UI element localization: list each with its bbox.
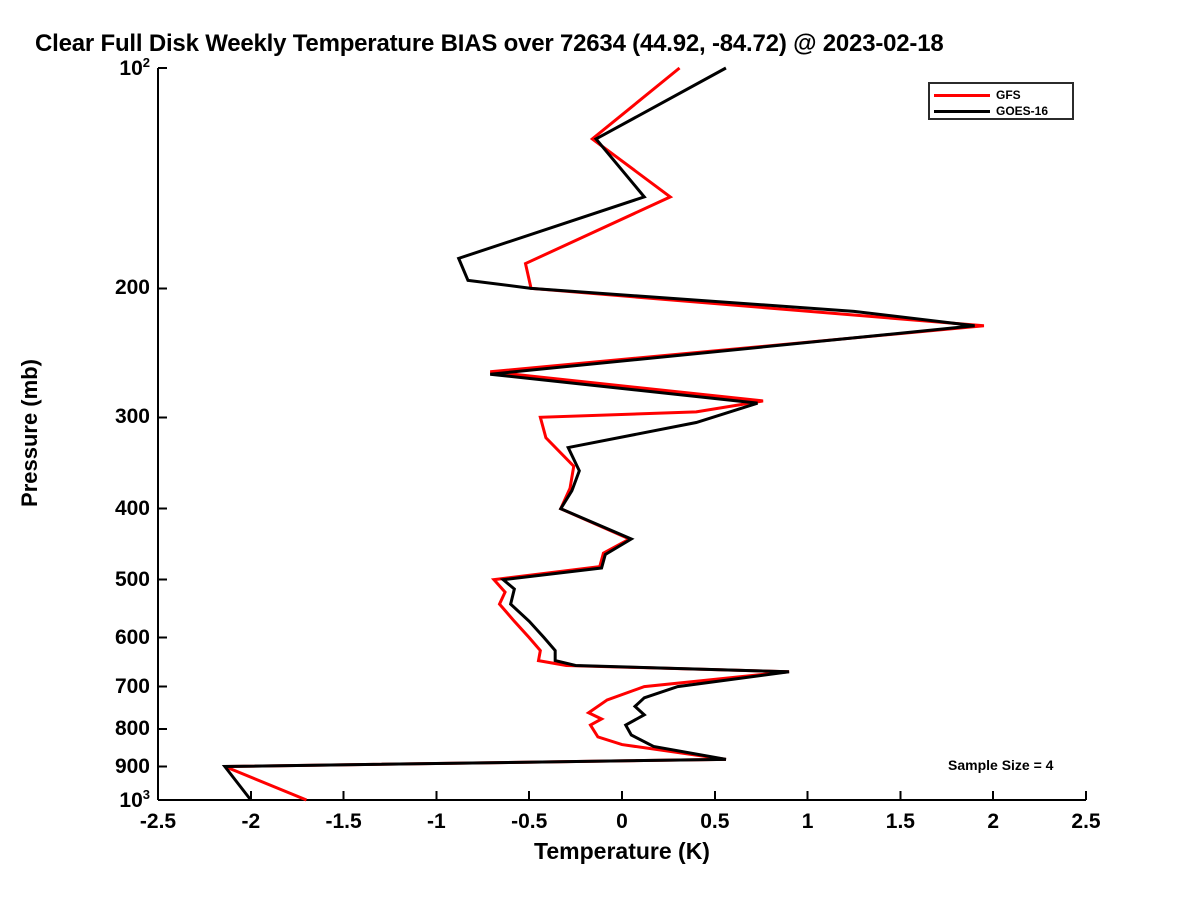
y-tick-label: 600	[114, 625, 150, 649]
legend-swatch-goes16	[934, 109, 990, 113]
series-line-goes-16	[221, 66, 975, 801]
x-axis-label: Temperature (K)	[534, 838, 710, 864]
sample-size-annotation: Sample Size = 4	[948, 757, 1054, 773]
y-tick-label: 200	[114, 276, 150, 300]
y-tick-label: 103	[119, 787, 150, 812]
x-tick-label: 1	[801, 810, 814, 833]
x-tick-label: 1.5	[885, 810, 915, 833]
y-tick-label: 102	[119, 55, 150, 80]
x-tick-label: -1.5	[325, 810, 362, 833]
legend-entry-gfs: GFS	[934, 87, 1021, 103]
x-tick-label: -0.5	[511, 810, 548, 833]
x-tick-label: -1	[427, 810, 446, 833]
chart-title: Clear Full Disk Weekly Temperature BIAS …	[35, 30, 944, 57]
x-tick-label: 0.5	[700, 810, 730, 833]
series-lines	[221, 66, 985, 802]
x-tick-label: 0	[616, 810, 628, 833]
y-tick-label: 800	[114, 717, 150, 741]
tick-marks	[157, 67, 1087, 801]
y-tick-label: 900	[114, 754, 150, 778]
legend-label-goes16: GOES-16	[996, 104, 1049, 118]
legend-entry-goes16: GOES-16	[934, 103, 1048, 119]
y-tick-label: 300	[114, 405, 150, 429]
x-tick-label: 2	[987, 810, 1000, 833]
x-tick-label: 2.5	[1071, 810, 1101, 833]
legend-label-gfs: GFS	[996, 88, 1021, 102]
series-line-gfs	[224, 66, 985, 802]
axis-lines	[157, 67, 1087, 801]
legend-swatch-gfs	[934, 93, 990, 97]
y-axis-label: Pressure (mb)	[17, 359, 42, 507]
x-tick-label: -2.5	[139, 810, 177, 833]
y-tick-label: 400	[114, 496, 150, 520]
y-tick-label: 700	[114, 674, 150, 698]
legend: GFS GOES-16	[928, 82, 1074, 120]
x-tick-label: -2	[241, 810, 261, 833]
y-tick-label: 500	[114, 567, 150, 591]
